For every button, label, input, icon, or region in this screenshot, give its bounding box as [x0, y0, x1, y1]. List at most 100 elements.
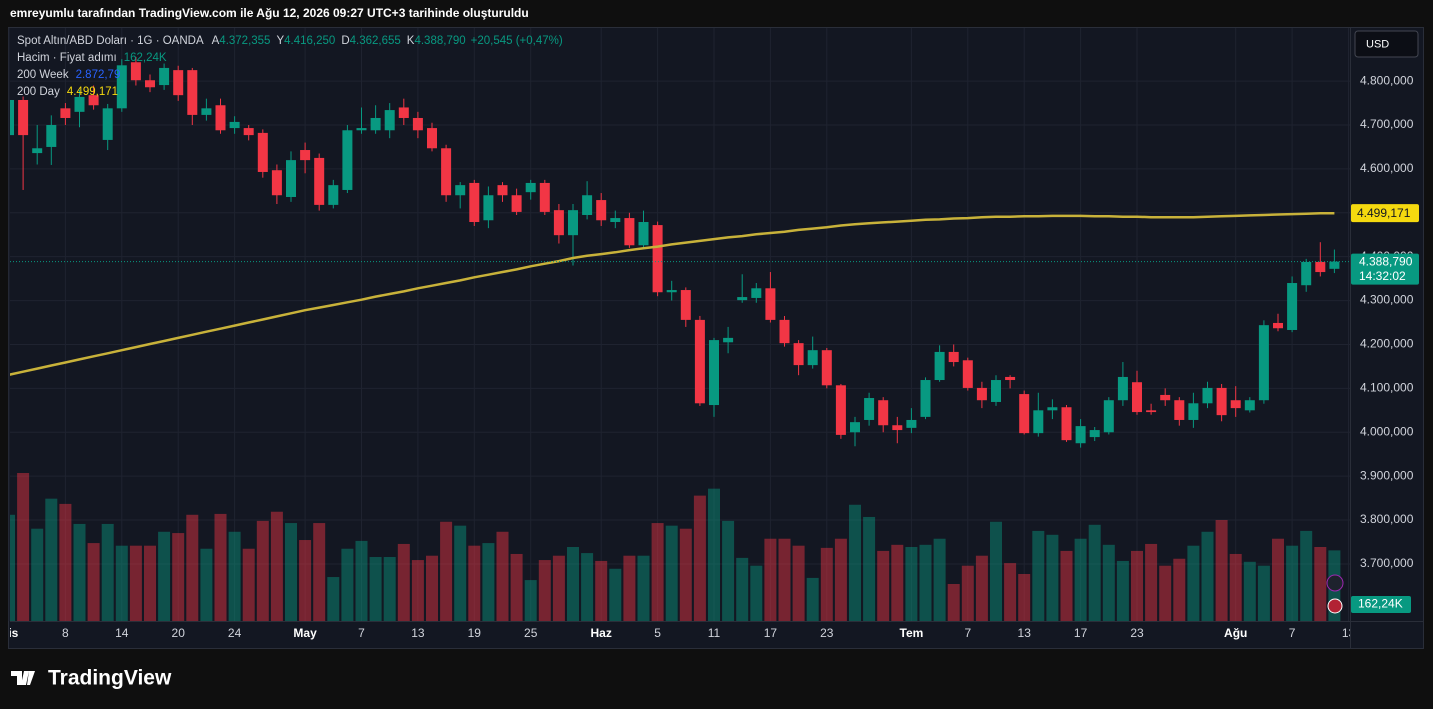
volume-bar — [228, 531, 241, 621]
x-tick-label: 14 — [115, 626, 129, 640]
ma-badge-label: 4.499,171 — [1357, 206, 1411, 220]
y-tick-label: 4.300,000 — [1360, 293, 1414, 307]
volume-bar — [397, 543, 410, 621]
logo-icon — [11, 671, 35, 685]
candle-body — [596, 200, 607, 221]
candle-body — [173, 70, 184, 96]
volume-bar — [200, 548, 213, 621]
candle-body — [976, 387, 987, 401]
volume-bar — [482, 543, 495, 621]
caption: emreyumlu tarafından TradingView.com ile… — [10, 6, 529, 20]
x-tick-label: 23 — [1130, 626, 1144, 640]
y-tick-label: 4.600,000 — [1360, 161, 1414, 175]
candle-body — [243, 128, 254, 136]
volume-bar — [101, 523, 114, 621]
volume-bar — [1286, 545, 1299, 621]
candle-body — [229, 121, 240, 129]
volume-bar — [919, 544, 932, 621]
volume-bar — [270, 511, 283, 621]
brand: TradingView — [48, 667, 172, 690]
volume-bar — [1215, 520, 1228, 621]
candle-body — [525, 182, 536, 193]
ohlc-key: K — [407, 35, 415, 47]
candle-body — [1329, 261, 1340, 269]
candle-body — [680, 290, 691, 320]
symbol: Spot Altın/ABD Doları · 1G · OANDA — [17, 35, 204, 47]
ma-line — [10, 211, 1335, 376]
volume-bar — [891, 544, 904, 621]
candle-body — [850, 422, 860, 433]
x-axis: Nis 8 14 20 24 May 7 13 19 25 Haz 5 11 17 23 Tem 7 13 17 23… — [10, 626, 1350, 640]
volume-bar — [623, 555, 636, 621]
volume-bar — [1243, 561, 1256, 621]
candle-body — [32, 148, 43, 154]
legend-row: 200 Day 4.499,171 — [17, 86, 118, 98]
ohlc-value: 4.362,655 — [350, 35, 401, 47]
candle-body — [1146, 410, 1157, 413]
candle-body — [215, 105, 226, 131]
volume-bar — [708, 488, 720, 621]
x-tick-label: 7 — [1289, 626, 1296, 640]
candle-body — [864, 398, 875, 420]
candle-body — [1005, 376, 1016, 381]
candle-body — [412, 117, 423, 131]
series-name: 200 Day — [17, 86, 60, 98]
volume-bar — [581, 553, 594, 621]
candle-body — [130, 62, 141, 81]
volume-bar — [10, 514, 15, 621]
ohlc-key: Y — [276, 35, 284, 47]
candle-body — [737, 297, 748, 301]
candle-body — [1132, 382, 1142, 413]
alert-icon — [1326, 574, 1344, 592]
volume-bar — [764, 538, 777, 621]
candle-body — [553, 210, 564, 236]
candle-body — [835, 385, 846, 435]
x-tick-label: Ağu — [1224, 626, 1247, 640]
candle-body — [257, 132, 268, 172]
candle-body — [568, 210, 578, 236]
candle-body — [821, 350, 832, 386]
x-tick-label: 17 — [1074, 626, 1088, 640]
volume-bar — [1314, 547, 1327, 621]
candle-body — [1244, 400, 1255, 411]
currency-button[interactable] — [1354, 30, 1419, 58]
candle-body — [779, 319, 790, 344]
x-tick-label: 20 — [172, 626, 186, 640]
volume-bar — [1088, 524, 1101, 621]
candle-body — [370, 117, 381, 131]
volume-bar — [820, 547, 833, 621]
candle-body — [1075, 426, 1086, 444]
volume-bar — [1257, 565, 1270, 621]
volume-bar — [651, 523, 664, 621]
volume-bar — [17, 473, 30, 621]
volume-bar — [355, 540, 368, 621]
candle-body — [1258, 325, 1269, 401]
volume-bar — [693, 495, 706, 621]
candle-body — [1160, 394, 1171, 401]
volume-bar — [87, 543, 100, 621]
candle-body — [1202, 387, 1213, 404]
volume-bar — [1229, 553, 1242, 621]
volume-bar — [1060, 550, 1073, 621]
volume-bar — [186, 514, 199, 621]
volume-bar — [947, 584, 960, 621]
volume-bar — [990, 521, 1002, 621]
candle-body — [807, 350, 818, 366]
x-tick-label: 7 — [964, 626, 971, 640]
candle-body — [1089, 430, 1100, 438]
legend-row: Spot Altın/ABD Doları · 1G · OANDA A4.372… — [17, 35, 563, 47]
ohlc-value: 4.388,790 — [414, 35, 465, 47]
legend-row: 200 Week 2.872,79 — [17, 69, 120, 81]
volume-bar — [524, 580, 537, 621]
volume-bar — [214, 513, 227, 621]
candle-body — [1047, 407, 1058, 411]
candle-body — [991, 380, 1001, 402]
currency[interactable]: USD — [1366, 38, 1389, 50]
volume-bar — [285, 523, 297, 621]
candle-body — [328, 185, 339, 205]
volume-bar — [440, 521, 453, 621]
y-tick-label: 3.700,000 — [1360, 556, 1414, 570]
volume-bar — [778, 538, 791, 621]
change: +20,545 (+0,47%) — [471, 35, 563, 47]
candle-body — [74, 96, 85, 112]
